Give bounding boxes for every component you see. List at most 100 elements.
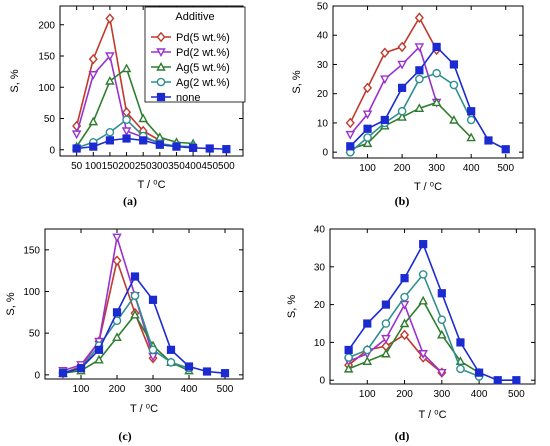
series-ag-2-wt — [344, 270, 484, 381]
legend-entry: Pd(5 wt.%) — [176, 32, 230, 44]
legend-marker — [156, 31, 166, 43]
data-point — [105, 127, 115, 137]
y-tick-label: 50 — [29, 329, 41, 340]
legend: Additive Pd(5 wt.%) Pd(2 wt.%) Ag(5 wt.%) Ag… — [144, 6, 246, 104]
data-point — [346, 142, 355, 151]
data-point — [94, 354, 104, 364]
data-point — [121, 127, 132, 137]
y-axis-label: S, % — [291, 70, 303, 93]
data-point — [139, 136, 148, 145]
series-line — [349, 16, 438, 124]
series-none — [346, 42, 510, 154]
y-tick-label: 100 — [23, 287, 40, 298]
x-tick-label: 200 — [396, 389, 413, 400]
data-point — [363, 319, 372, 328]
data-point — [148, 295, 158, 304]
data-point — [400, 292, 409, 302]
legend-marker — [156, 61, 166, 71]
x-tick-label: 400 — [181, 384, 198, 395]
series-none — [58, 272, 230, 378]
data-point — [449, 114, 459, 124]
data-point — [362, 110, 373, 120]
data-point — [105, 75, 115, 85]
data-point — [71, 130, 82, 140]
y-tick-label: 50 — [317, 2, 329, 13]
data-point — [88, 116, 99, 126]
data-point — [418, 350, 428, 359]
x-axis-label: T / ⁰C — [418, 409, 446, 421]
x-tick-label: 50 — [71, 161, 83, 172]
data-point — [345, 130, 356, 140]
data-point — [432, 68, 441, 78]
data-point — [414, 103, 425, 113]
series-pd-2-wt — [345, 43, 442, 140]
data-point — [220, 369, 230, 378]
data-point — [122, 115, 131, 125]
x-axis-label: T / ⁰C — [414, 181, 442, 193]
y-axis-label: S, % — [9, 69, 21, 92]
x-tick-label: 500 — [218, 161, 235, 172]
panel-b: 100 200 300 400 500 0 10 20 30 40 50 T / ⁰C S, % (b) — [291, 2, 524, 208]
y-tick-label: 100 — [38, 83, 55, 94]
panel-label: (d) — [395, 429, 410, 443]
series-line — [62, 257, 154, 374]
data-point — [362, 345, 372, 355]
data-point — [381, 348, 391, 358]
series-ag-5-wt — [343, 295, 484, 377]
panel-label: (c) — [118, 429, 131, 443]
x-tick-label: 100 — [73, 384, 90, 395]
y-tick-label: 150 — [23, 245, 40, 256]
legend-marker — [156, 92, 166, 102]
x-tick-label: 300 — [151, 161, 168, 172]
x-tick-label: 500 — [508, 389, 525, 400]
y-axis-label: S, % — [5, 292, 17, 315]
data-point — [414, 12, 424, 23]
data-point — [449, 80, 459, 90]
data-point — [415, 74, 424, 84]
panel-c: 100 200 300 400 500 0 50 100 150 T / ⁰C S, % (c) — [5, 228, 244, 443]
data-point — [512, 376, 521, 385]
data-point — [112, 255, 122, 266]
series-none — [344, 240, 521, 385]
data-point — [501, 145, 510, 154]
x-tick-label: 450 — [201, 161, 218, 172]
data-point — [89, 142, 98, 151]
series-line — [349, 45, 438, 136]
series-line — [76, 137, 227, 150]
x-tick-label: 200 — [109, 384, 126, 395]
data-point — [397, 83, 407, 92]
x-tick-label: 500 — [217, 384, 234, 395]
data-point — [399, 300, 410, 310]
legend-entry: none — [176, 92, 200, 104]
data-point — [121, 63, 132, 73]
data-point — [381, 334, 391, 344]
x-tick-label: 200 — [394, 163, 411, 174]
x-tick-label: 300 — [428, 163, 445, 174]
series-line — [347, 242, 517, 382]
data-point — [345, 117, 355, 129]
data-point — [138, 113, 148, 123]
data-point — [437, 329, 447, 339]
panel-label: (b) — [395, 194, 410, 208]
x-tick-label: 100 — [359, 163, 376, 174]
data-point — [466, 132, 476, 142]
series-line — [348, 333, 443, 374]
data-point — [148, 345, 158, 355]
y-tick-label: 0 — [322, 148, 328, 159]
y-tick-label: 30 — [317, 60, 329, 71]
x-tick-label: 400 — [463, 163, 480, 174]
y-tick-label: 50 — [44, 114, 56, 125]
y-tick-label: 40 — [314, 225, 326, 236]
data-point — [362, 356, 373, 366]
data-point — [493, 376, 502, 385]
data-point — [122, 134, 131, 143]
data-point — [418, 270, 428, 279]
x-tick-label: 100 — [359, 389, 376, 400]
data-point — [88, 71, 99, 80]
data-point — [474, 368, 484, 377]
y-tick-label: 0 — [319, 376, 325, 387]
data-point — [58, 369, 68, 378]
x-tick-label: 300 — [433, 389, 450, 400]
data-point — [432, 42, 441, 52]
y-tick-label: 10 — [317, 118, 329, 129]
